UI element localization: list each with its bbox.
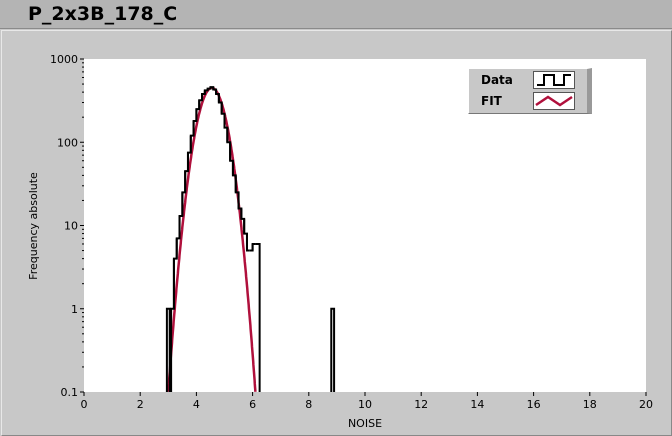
y-axis-title: Frequency absolute — [27, 172, 40, 280]
legend-label-fit: FIT — [481, 94, 502, 108]
x-axis-title: NOISE — [348, 417, 382, 430]
legend-swatch-data[interactable] — [533, 71, 575, 89]
data-bin — [165, 307, 171, 392]
x-tick-label: 6 — [249, 398, 256, 411]
data-bin — [245, 233, 250, 252]
legend-swatch-fit[interactable] — [533, 92, 575, 110]
data-bin — [255, 242, 261, 392]
y-tick-label: 10 — [64, 220, 78, 233]
y-tick-label: 0.1 — [61, 386, 79, 399]
x-tick-label: 18 — [583, 398, 597, 411]
x-tick-label: 0 — [81, 398, 88, 411]
x-tick-label: 16 — [527, 398, 541, 411]
title-bar: P_2x3B_178_C — [0, 0, 672, 29]
y-tick-label: 100 — [57, 136, 78, 149]
x-tick-label: 20 — [639, 398, 653, 411]
data-bin — [330, 307, 336, 392]
legend-label-data: Data — [481, 73, 513, 87]
x-tick-label: 4 — [193, 398, 200, 411]
window-title: P_2x3B_178_C — [28, 3, 178, 25]
x-tick-label: 8 — [305, 398, 312, 411]
y-tick-label: 1000 — [50, 53, 78, 66]
data-bin — [251, 242, 256, 251]
plot-area — [84, 59, 646, 392]
x-tick-label: 12 — [414, 398, 428, 411]
x-tick-label: 10 — [358, 398, 372, 411]
x-tick-label: 14 — [470, 398, 484, 411]
legend: Data FIT — [468, 68, 592, 114]
x-tick-label: 2 — [137, 398, 144, 411]
y-tick-label: 1 — [71, 303, 78, 316]
